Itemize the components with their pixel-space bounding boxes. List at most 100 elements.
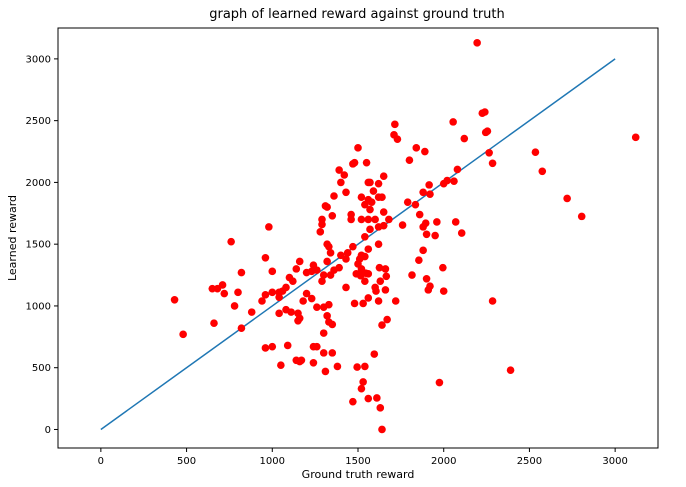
data-point [538, 167, 547, 176]
data-point [299, 297, 307, 305]
data-point [343, 249, 352, 257]
data-point [349, 397, 357, 406]
data-point [374, 240, 383, 248]
data-point [381, 265, 390, 273]
data-point [631, 133, 640, 142]
data-point [433, 218, 441, 226]
data-point [425, 181, 433, 189]
data-point [342, 283, 350, 292]
data-point [373, 394, 381, 402]
data-point [378, 425, 386, 434]
data-point [361, 232, 369, 241]
data-point [473, 39, 481, 47]
data-point [369, 187, 378, 195]
x-tick-label: 500 [177, 456, 196, 467]
data-point [319, 271, 328, 279]
data-point [337, 178, 345, 187]
data-point [313, 342, 321, 351]
data-point [227, 237, 235, 246]
data-point [323, 257, 331, 266]
y-tick-label: 0 [45, 425, 51, 436]
data-point [349, 242, 357, 251]
y-tick-label: 1000 [26, 301, 51, 312]
data-point [391, 120, 399, 129]
data-point [563, 194, 571, 203]
data-point [506, 366, 515, 374]
data-point [326, 271, 335, 279]
data-point [265, 223, 273, 231]
data-point [443, 176, 451, 185]
data-point [379, 208, 388, 216]
data-point [478, 109, 487, 118]
data-point [364, 294, 373, 302]
data-point [391, 297, 400, 305]
data-point [577, 212, 586, 221]
data-point [374, 297, 383, 305]
data-point [453, 165, 462, 174]
data-point [230, 302, 239, 310]
data-point [359, 299, 367, 308]
data-point [426, 190, 434, 198]
data-point [485, 148, 493, 157]
data-point [319, 349, 328, 357]
data-point [357, 384, 366, 393]
data-point [439, 263, 447, 272]
data-point [357, 193, 366, 202]
points-layer [170, 39, 640, 434]
data-point [309, 261, 318, 269]
data-point [328, 320, 337, 329]
data-point [374, 179, 383, 188]
data-point [318, 220, 326, 229]
data-point [415, 256, 423, 265]
data-point [405, 156, 414, 164]
data-point [347, 210, 355, 219]
data-point [362, 158, 371, 167]
data-point [383, 315, 391, 324]
data-point [393, 135, 402, 143]
data-point [451, 218, 460, 226]
data-point [354, 144, 362, 152]
data-point [350, 158, 359, 167]
data-point [422, 274, 431, 283]
x-tick-label: 1500 [345, 456, 370, 467]
data-point [323, 312, 331, 320]
data-point [316, 228, 325, 236]
data-point [439, 287, 448, 295]
data-point [364, 270, 373, 278]
data-point [408, 271, 416, 279]
plot-frame [57, 27, 659, 449]
data-point [309, 358, 318, 367]
data-point [302, 268, 311, 277]
data-point [449, 118, 457, 126]
data-point [385, 215, 393, 224]
data-point [234, 288, 242, 297]
data-point [419, 246, 427, 255]
data-point [357, 265, 366, 273]
data-point [419, 223, 427, 231]
data-point [208, 284, 217, 293]
data-point [415, 210, 424, 219]
y-tick-label: 2500 [26, 116, 51, 127]
data-point [268, 267, 277, 276]
data-point [364, 394, 373, 403]
data-point [488, 159, 497, 168]
data-point [378, 321, 386, 329]
reference-line [100, 58, 616, 431]
data-point [371, 215, 379, 224]
data-point [350, 299, 359, 308]
data-point [285, 273, 294, 282]
data-point [366, 205, 374, 214]
data-point [325, 300, 333, 309]
data-point [364, 245, 373, 253]
data-point [179, 330, 187, 339]
data-point [333, 362, 342, 371]
data-point [258, 297, 266, 305]
data-point [359, 378, 367, 386]
data-point [398, 221, 407, 229]
data-point [381, 286, 390, 294]
data-point [295, 357, 304, 366]
data-point [364, 215, 373, 224]
y-tick-label: 1500 [26, 240, 51, 251]
data-point [421, 147, 429, 156]
